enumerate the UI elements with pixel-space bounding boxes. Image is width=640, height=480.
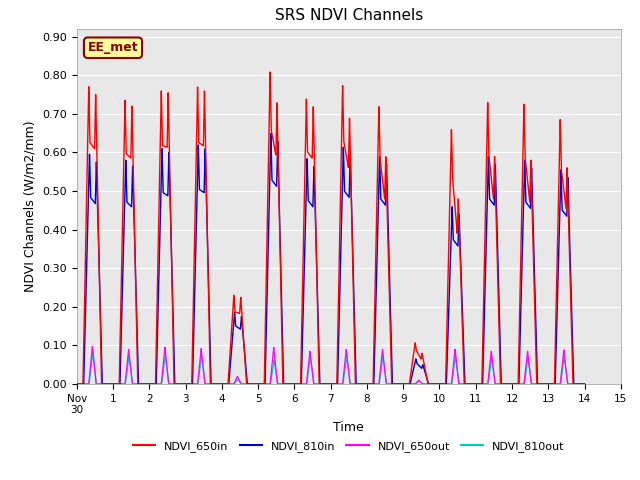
Text: EE_met: EE_met xyxy=(88,41,138,54)
X-axis label: Time: Time xyxy=(333,421,364,434)
Legend: NDVI_650in, NDVI_810in, NDVI_650out, NDVI_810out: NDVI_650in, NDVI_810in, NDVI_650out, NDV… xyxy=(129,437,569,456)
Y-axis label: NDVI Channels (W/m2/mm): NDVI Channels (W/m2/mm) xyxy=(24,120,36,292)
Title: SRS NDVI Channels: SRS NDVI Channels xyxy=(275,9,423,24)
